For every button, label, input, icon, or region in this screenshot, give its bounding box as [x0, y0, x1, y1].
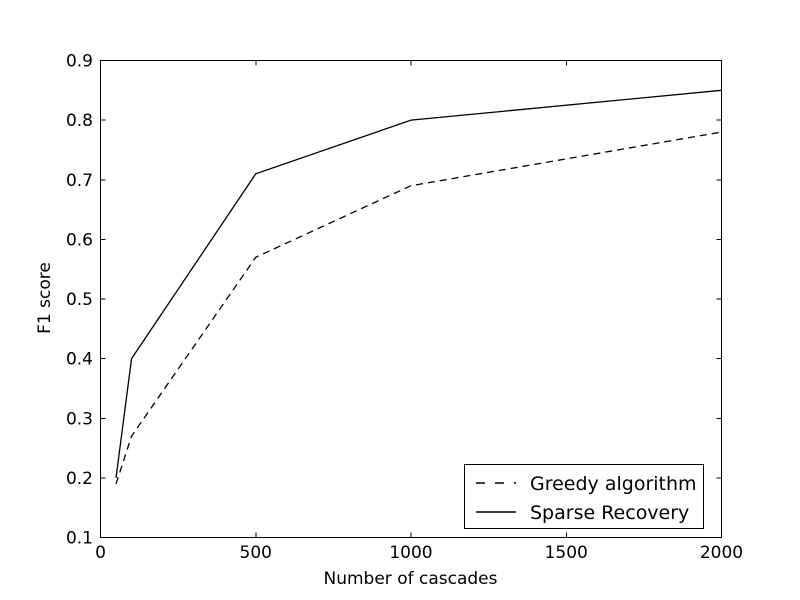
y-tick-label: 0.2	[66, 469, 93, 489]
legend-label-greedy-algorithm: Greedy algorithm	[530, 473, 697, 495]
legend-label-sparse-recovery: Sparse Recovery	[530, 502, 689, 524]
y-tick-label: 0.9	[66, 52, 93, 72]
y-tick-label: 0.5	[66, 290, 93, 310]
legend: Greedy algorithm Sparse Recovery	[464, 464, 704, 529]
axis-tick-labels: 0 500 1000 1500 2000 0.1 0.2 0.3 0.4 0.5 0.6 0.7 0.8…	[66, 52, 743, 564]
y-tick-label: 0.7	[66, 171, 93, 191]
x-tick-label: 2000	[700, 543, 743, 563]
axes-border	[100, 60, 722, 538]
x-tick-label: 1000	[389, 543, 432, 563]
x-axis-label: Number of cascades	[324, 569, 498, 589]
x-tick-label: 1500	[545, 543, 588, 563]
plot-area	[100, 60, 722, 538]
y-tick-label: 0.8	[66, 111, 93, 131]
y-tick-label: 0.4	[66, 350, 93, 370]
y-tick-label: 0.1	[66, 529, 93, 549]
y-tick-label: 0.3	[66, 409, 93, 429]
series-line-greedy-algorithm	[115, 131, 722, 485]
legend-box	[464, 464, 704, 529]
series-line-sparse-recovery	[115, 89, 722, 478]
x-tick-label: 0	[95, 543, 106, 563]
y-axis-label: F1 score	[35, 262, 55, 334]
y-tick-label: 0.6	[66, 230, 93, 250]
x-tick-label: 500	[240, 543, 272, 563]
data-series	[115, 89, 722, 485]
